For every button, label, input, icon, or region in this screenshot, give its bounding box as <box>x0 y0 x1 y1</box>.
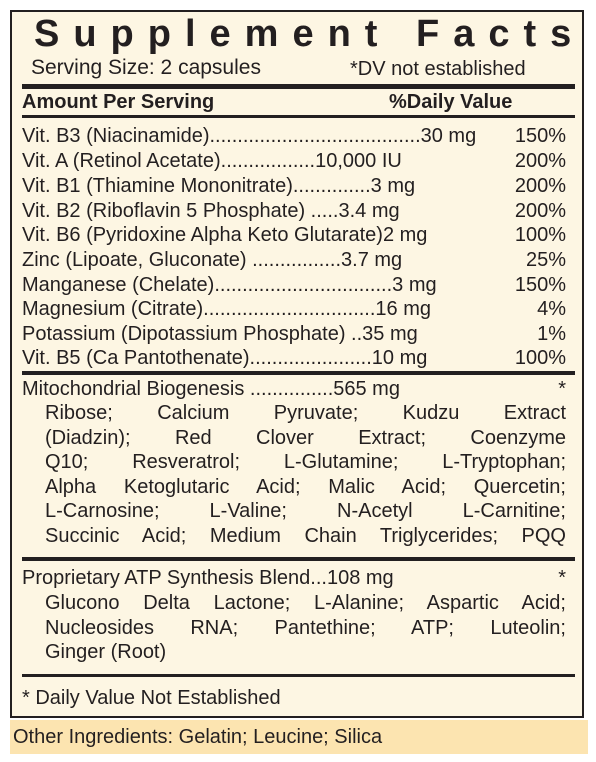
ingredient-line: Succinic Acid; Medium Chain Triglyceride… <box>45 524 566 547</box>
ingredient-line: Q10; Resveratrol; L-Glutamine; L-Tryptop… <box>45 451 566 474</box>
nutrient-row: Magnesium (Citrate).....................… <box>22 297 570 321</box>
panel-title: Supplement Facts <box>34 13 586 55</box>
nutrient-dv: 200% <box>514 200 566 222</box>
mito-ingredients: Ribose; Calcium Pyruvate; Kudzu Extract … <box>45 401 566 549</box>
atp-heading: Proprietary ATP Synthesis Blend...108 mg… <box>22 566 570 590</box>
nutrient-dv: 4% <box>537 298 566 320</box>
nutrient-dv: 200% <box>514 175 566 197</box>
nutrient-row: Zinc (Lipoate, Gluconate) ..............… <box>22 248 570 272</box>
other-ingredients-bar: Other Ingredients: Gelatin; Leucine; Sil… <box>10 720 588 754</box>
nutrient-row: Vit. B2 (Riboflavin 5 Phosphate) .....3.… <box>22 199 570 223</box>
atp-heading-text: Proprietary ATP Synthesis Blend...108 mg <box>22 567 394 589</box>
nutrient-name: Vit. B5 (Ca Pantothenate)...............… <box>22 347 428 369</box>
ingredient-line: Ginger (Root) <box>45 641 167 664</box>
nutrient-row: Vit. B1 (Thiamine Mononitrate)..........… <box>22 174 570 198</box>
nutrient-name: Vit. B3 (Niacinamide)...................… <box>22 125 477 147</box>
nutrient-row: Vit. B5 (Ca Pantothenate)...............… <box>22 346 570 370</box>
nutrient-name: Vit. B6 (Pyridoxine Alpha Keto Glutarate… <box>22 224 428 246</box>
nutrient-name: Potassium (Dipotassium Phosphate) ..35 m… <box>22 323 418 345</box>
nutrient-name: Vit. A (Retinol Acetate)................… <box>22 150 402 172</box>
amount-header: Amount Per Serving <box>22 91 215 113</box>
nutrient-name: Magnesium (Citrate).....................… <box>22 298 432 320</box>
nutrient-name: Vit. B1 (Thiamine Mononitrate)..........… <box>22 175 416 197</box>
nutrient-row: Vit. A (Retinol Acetate)................… <box>22 149 570 173</box>
ingredient-line: Glucono Delta Lactone; L-Alanine; Aspart… <box>45 592 566 614</box>
serving-size: Serving Size: 2 capsules <box>31 56 261 79</box>
nutrient-dv: 25% <box>525 249 566 271</box>
ingredient-line: Nucleosides RNA; Pantethine; ATP; Luteol… <box>45 616 566 639</box>
nutrient-row: Vit. B3 (Niacinamide)...................… <box>22 124 570 148</box>
mito-heading: Mitochondrial Biogenesis ...............… <box>22 377 570 401</box>
nutrient-dv: 150% <box>514 125 566 147</box>
ingredient-line: L-Carnosine; L-Valine; N-Acetyl L-Carnit… <box>45 500 566 523</box>
mito-star: * <box>558 378 566 400</box>
nutrient-dv: 1% <box>537 323 566 345</box>
nutrient-row: Vit. B6 (Pyridoxine Alpha Keto Glutarate… <box>22 223 570 247</box>
nutrient-dv: 100% <box>514 224 566 246</box>
nutrient-name: Manganese (Chelate).....................… <box>22 274 437 296</box>
thick-divider <box>22 84 575 89</box>
nutrient-name: Vit. B2 (Riboflavin 5 Phosphate) .....3.… <box>22 200 400 222</box>
section-divider <box>22 371 575 375</box>
ingredient-line: (Diadzin); Red Clover Extract; Coenzyme <box>45 426 566 449</box>
mito-heading-text: Mitochondrial Biogenesis ...............… <box>22 378 400 400</box>
atp-ingredients: Glucono Delta Lactone; L-Alanine; Aspart… <box>45 591 566 665</box>
header-divider <box>22 115 575 118</box>
nutrient-dv: 100% <box>514 347 566 369</box>
ingredient-line: Alpha Ketoglutaric Acid; Malic Acid; Que… <box>45 475 566 498</box>
nutrient-name: Zinc (Lipoate, Gluconate) ..............… <box>22 249 403 271</box>
nutrient-row: Potassium (Dipotassium Phosphate) ..35 m… <box>22 322 570 346</box>
dv-note: *DV not established <box>350 58 526 80</box>
section-divider <box>22 557 575 561</box>
daily-value-header: %Daily Value <box>389 91 513 113</box>
ingredient-line: Ribose; Calcium Pyruvate; Kudzu Extract <box>45 402 566 424</box>
nutrient-dv: 200% <box>514 150 566 172</box>
supplement-facts-panel <box>10 10 584 718</box>
other-ingredients: Other Ingredients: Gelatin; Leucine; Sil… <box>13 726 383 748</box>
atp-star: * <box>558 567 566 589</box>
section-divider <box>22 674 575 677</box>
nutrient-row: Manganese (Chelate).....................… <box>22 273 570 297</box>
nutrient-dv: 150% <box>514 274 566 296</box>
footnote: * Daily Value Not Established <box>22 687 281 709</box>
